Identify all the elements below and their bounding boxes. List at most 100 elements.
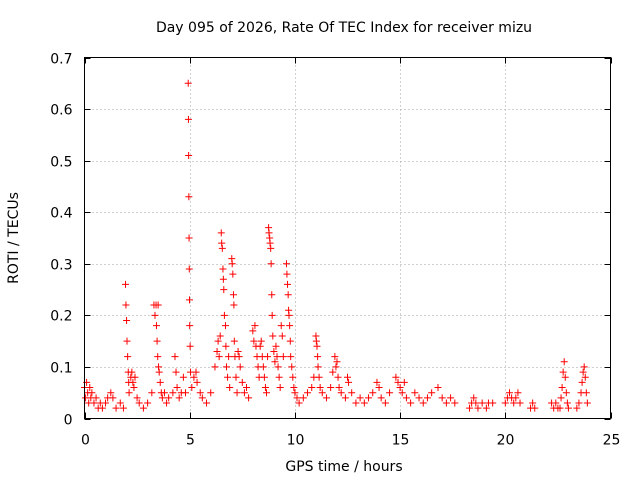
data-point [230, 301, 238, 309]
y-tick-label: 0.7 [50, 52, 72, 68]
data-point [402, 394, 410, 402]
data-point [233, 389, 241, 397]
data-point [289, 373, 297, 381]
data-point [116, 399, 124, 407]
data-point [277, 322, 285, 330]
data-point [360, 399, 368, 407]
x-tick-label: 15 [392, 433, 410, 449]
data-point [229, 291, 237, 299]
data-point [337, 389, 345, 397]
data-point [251, 322, 259, 330]
data-point [315, 373, 323, 381]
data-point [466, 404, 474, 412]
data-point [556, 404, 564, 412]
data-points [81, 79, 591, 412]
data-point [216, 332, 224, 340]
data-point [329, 368, 337, 376]
data-point [268, 291, 276, 299]
data-point [238, 378, 246, 386]
data-point [218, 244, 226, 252]
data-point [581, 373, 589, 381]
data-point [451, 399, 459, 407]
data-point [266, 239, 274, 247]
data-point [124, 353, 132, 361]
data-point [332, 363, 340, 371]
data-point [558, 384, 566, 392]
data-point [214, 337, 222, 345]
x-tick-label: 25 [603, 433, 621, 449]
data-point [369, 389, 377, 397]
data-point [267, 244, 275, 252]
data-point [563, 399, 571, 407]
data-point [185, 234, 193, 242]
data-point [331, 353, 339, 361]
data-point [153, 337, 161, 345]
chart-title: Day 095 of 2026, Rate Of TEC Index for r… [156, 20, 532, 36]
data-point [344, 373, 351, 381]
data-point [314, 363, 322, 371]
data-point [275, 373, 283, 381]
y-axis-label: ROTI / TECUs [6, 192, 22, 284]
data-point [396, 384, 404, 392]
data-point [580, 363, 588, 371]
data-point [185, 296, 193, 304]
data-point [407, 399, 415, 407]
data-point [341, 394, 349, 402]
data-point [286, 322, 294, 330]
data-point [564, 404, 572, 412]
data-point [415, 394, 423, 402]
data-point [102, 399, 110, 407]
data-point [215, 353, 223, 361]
y-tick-label: 0.1 [50, 361, 72, 377]
data-point [112, 404, 120, 412]
data-point [318, 389, 326, 397]
data-point [531, 404, 539, 412]
data-point [352, 399, 360, 407]
data-point [228, 260, 236, 268]
data-point [128, 368, 136, 376]
data-point [335, 384, 343, 392]
data-point [261, 384, 269, 392]
data-point [575, 399, 583, 407]
data-point [268, 311, 276, 319]
data-point [314, 353, 322, 361]
data-point [365, 394, 373, 402]
data-point [278, 332, 286, 340]
data-point [272, 342, 280, 350]
data-point [290, 384, 298, 392]
data-point [295, 399, 303, 407]
data-point [236, 363, 244, 371]
data-point [133, 394, 141, 402]
data-point [213, 347, 221, 355]
data-point [173, 384, 181, 392]
data-point [552, 399, 560, 407]
data-point [151, 311, 159, 319]
data-point [400, 378, 408, 386]
data-point [514, 389, 522, 397]
data-point [583, 399, 591, 407]
data-point [175, 394, 183, 402]
data-point [98, 404, 106, 412]
data-point [234, 347, 242, 355]
data-point [386, 389, 394, 397]
data-point [398, 389, 406, 397]
data-point [86, 384, 94, 392]
data-point [224, 373, 232, 381]
data-point [256, 342, 264, 350]
data-point [229, 270, 237, 278]
data-point [188, 384, 196, 392]
data-point [218, 239, 226, 247]
data-point [123, 317, 131, 325]
data-point [447, 394, 455, 402]
data-point [271, 358, 279, 366]
data-point [286, 337, 294, 345]
data-point [92, 394, 100, 402]
data-point [356, 394, 364, 402]
data-point [109, 394, 117, 402]
data-point [270, 347, 278, 355]
data-point [334, 373, 342, 381]
data-point [144, 399, 152, 407]
data-point [158, 394, 166, 402]
data-point [282, 260, 290, 268]
